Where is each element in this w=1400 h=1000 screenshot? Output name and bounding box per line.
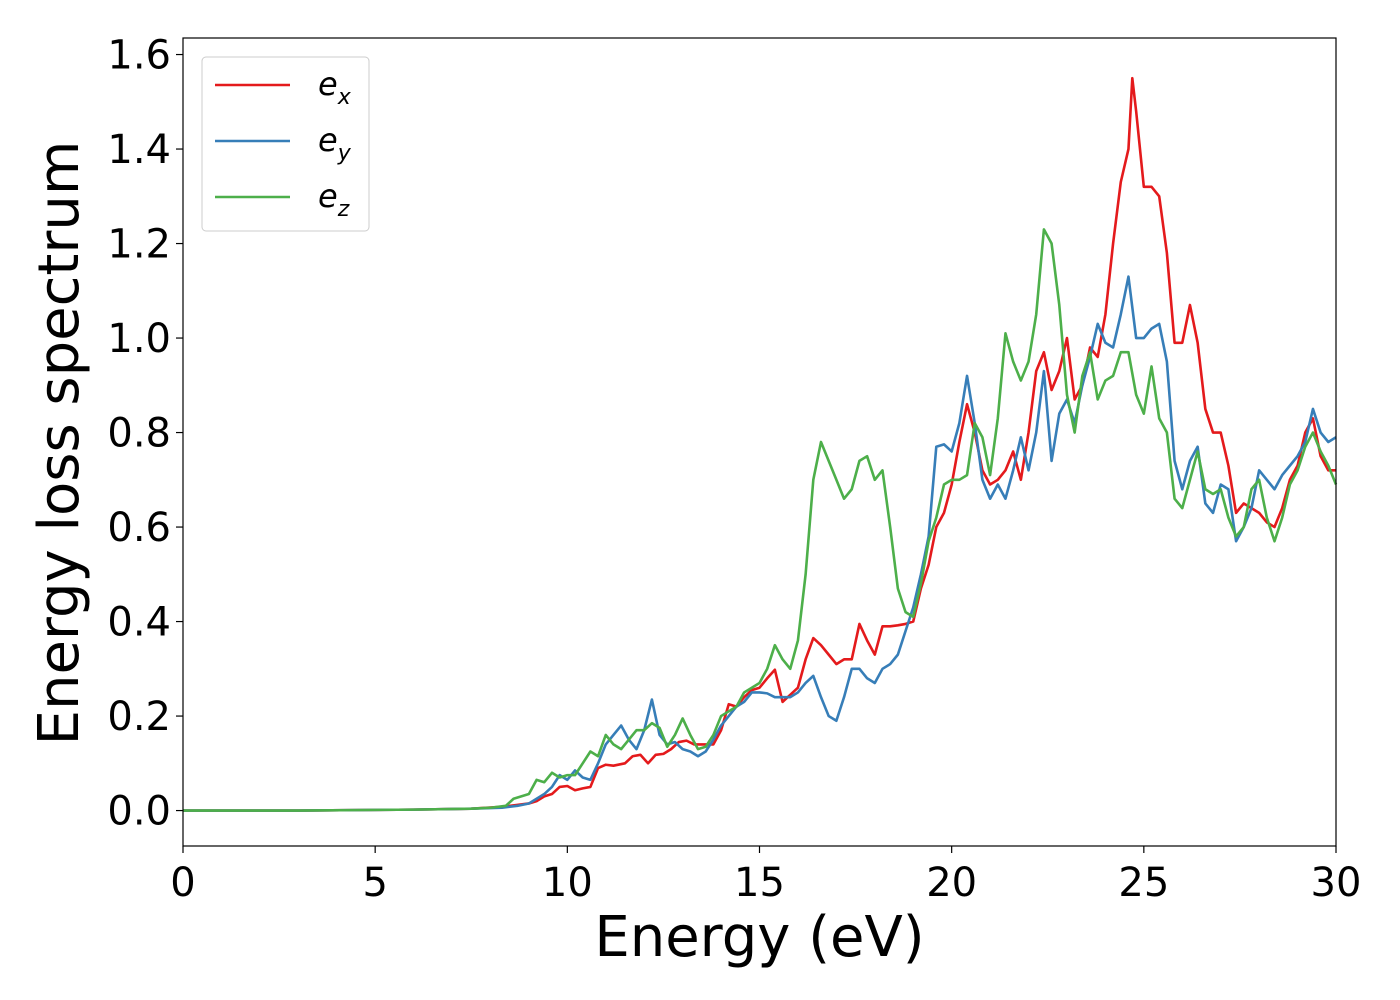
legend-label-e-y: ey	[318, 121, 352, 166]
y-tick-label: 0.2	[107, 694, 171, 740]
y-axis-title: Energy loss spectrum	[27, 141, 92, 746]
x-tick-label: 15	[734, 860, 785, 906]
series-line-e-z	[183, 228, 1338, 812]
y-tick-label: 1.6	[107, 33, 171, 79]
plot-lines	[183, 76, 1338, 812]
legend-label-main: e	[318, 65, 338, 103]
legend-box	[201, 56, 370, 232]
y-tick-label: 1.4	[107, 127, 171, 173]
x-tick-label: 30	[1311, 860, 1362, 906]
legend-label-e-z: ez	[318, 177, 350, 222]
x-tick-label: 20	[926, 860, 977, 906]
y-tick-label: 0.4	[107, 600, 171, 646]
legend-label-subscript: z	[337, 197, 350, 222]
legend-label-subscript: x	[337, 85, 352, 110]
x-tick-label: 0	[170, 860, 195, 906]
x-axis-ticks: 0 5 10 15 20 25 30	[170, 846, 1361, 906]
y-tick-label: 1.2	[107, 222, 171, 268]
legend-label-subscript: y	[337, 141, 352, 166]
legend-label-main: e	[318, 177, 338, 215]
x-tick-label: 25	[1118, 860, 1169, 906]
legend-label-e-x: ex	[318, 65, 352, 110]
y-tick-label: 1.0	[107, 316, 171, 362]
y-tick-label: 0.6	[107, 505, 171, 551]
legend-label-main: e	[318, 121, 338, 159]
y-tick-label: 0.8	[107, 411, 171, 457]
x-tick-label: 10	[542, 860, 593, 906]
series-line-e-y	[183, 275, 1337, 812]
y-axis-ticks: 0.0 0.2 0.4 0.6 0.8 1.0 1.2 1.4 1.6	[107, 33, 183, 835]
x-axis-title: Energy (eV)	[594, 905, 924, 970]
x-tick-label: 5	[362, 860, 387, 906]
y-tick-label: 0.0	[107, 789, 171, 835]
